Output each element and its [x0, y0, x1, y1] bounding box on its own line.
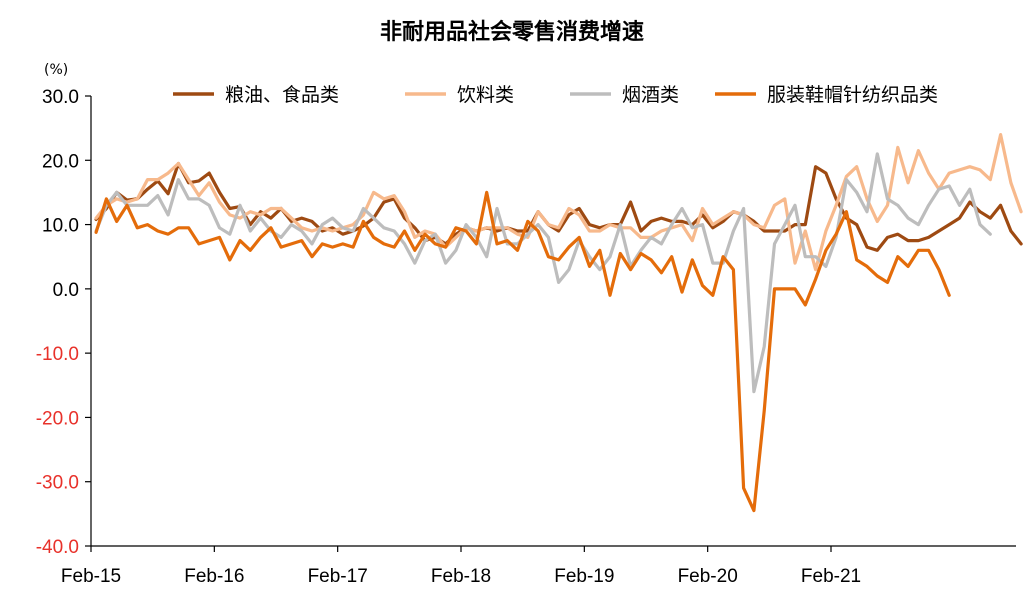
x-tick-label: Feb-21: [801, 566, 861, 587]
x-tick-label: Feb-18: [431, 566, 491, 587]
y-axis: 30.0 20.0 10.0 0.0 -10.0 -20.0 -30.0 -40.0: [36, 87, 92, 558]
series-line-0: [94, 161, 1023, 252]
series-line-1: [94, 133, 1023, 272]
legend-label-0: 粮油、食品类: [225, 84, 339, 106]
x-tick-label: Feb-15: [61, 566, 121, 587]
y-tick-label: -10.0: [36, 344, 79, 365]
legend-label-1: 饮料类: [457, 84, 514, 106]
x-axis: Feb-15 Feb-16 Feb-17 Feb-18 Feb-19 Feb-20 Feb-…: [61, 545, 1016, 587]
legend-label-3: 服装鞋帽针纺织品类: [767, 84, 938, 106]
series-line-3: [94, 190, 951, 513]
y-tick-label: 0.0: [53, 280, 79, 301]
series-lines: [94, 133, 1023, 513]
y-tick-label: -40.0: [36, 537, 79, 558]
legend: 粮油、食品类 饮料类 烟酒类 服装鞋帽针纺织品类: [173, 84, 938, 106]
series-line-2: [94, 152, 992, 394]
y-unit-label: (%): [44, 62, 69, 78]
y-tick-label: 30.0: [42, 87, 79, 108]
legend-label-2: 烟酒类: [622, 84, 679, 106]
y-tick-label: 10.0: [42, 216, 79, 237]
x-tick-label: Feb-16: [184, 566, 244, 587]
y-tick-label: -20.0: [36, 408, 79, 429]
chart-title: 非耐用品社会零售消费增速: [379, 20, 644, 45]
y-tick-label: -30.0: [36, 473, 79, 494]
x-tick-label: Feb-17: [308, 566, 368, 587]
y-tick-label: 20.0: [42, 151, 79, 172]
x-tick-label: Feb-19: [554, 566, 614, 587]
x-tick-label: Feb-20: [678, 566, 738, 587]
